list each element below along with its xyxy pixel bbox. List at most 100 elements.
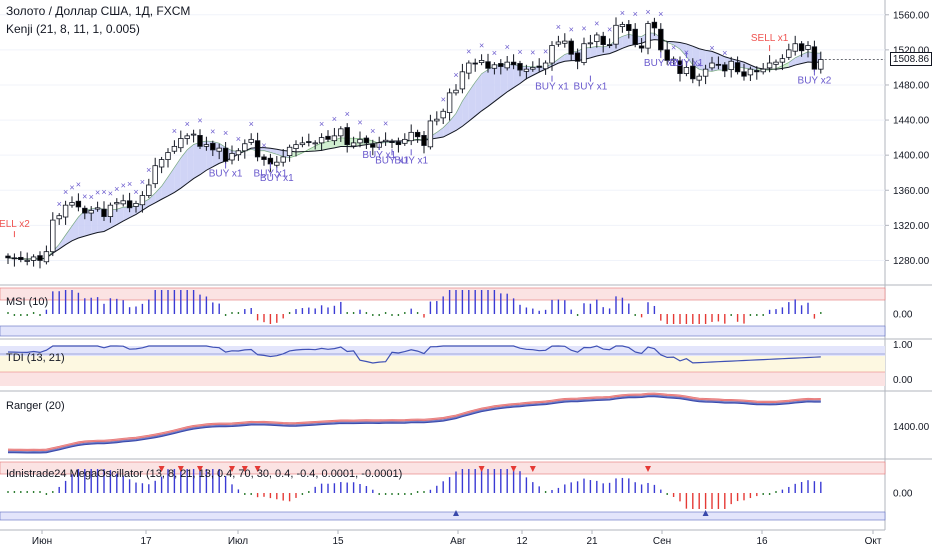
candle-body bbox=[139, 195, 146, 206]
mega-buy-triangle bbox=[453, 510, 459, 516]
candle-body bbox=[248, 138, 254, 143]
ranger-y-tick-label: 1400.00 bbox=[893, 422, 930, 433]
overbought-x-marker: × bbox=[479, 40, 484, 50]
candle-body bbox=[766, 62, 773, 69]
candle-body bbox=[235, 150, 242, 156]
candle-body bbox=[37, 255, 43, 261]
candle-body bbox=[152, 165, 158, 185]
tdi-upper-zone bbox=[0, 346, 885, 356]
band-segment bbox=[264, 147, 271, 153]
candle-body bbox=[69, 202, 75, 206]
overbought-x-marker: × bbox=[82, 192, 87, 202]
candle-body bbox=[82, 207, 88, 214]
candle-body bbox=[459, 71, 466, 90]
candle-body bbox=[427, 120, 434, 148]
candle-body bbox=[453, 89, 459, 94]
overbought-x-marker: × bbox=[492, 48, 497, 58]
x-tick-label: Июл bbox=[228, 536, 248, 547]
msi-lower-zone bbox=[0, 325, 886, 337]
band-segment bbox=[456, 101, 463, 131]
candle-body bbox=[50, 219, 56, 253]
tdi-y-tick-label: 0.00 bbox=[893, 375, 913, 386]
candle-body bbox=[216, 147, 222, 152]
overbought-x-marker: × bbox=[594, 18, 599, 28]
band-segment bbox=[328, 140, 335, 149]
band-segment bbox=[123, 206, 130, 222]
overbought-x-marker: × bbox=[543, 46, 548, 56]
candle-body bbox=[165, 152, 171, 160]
band-segment bbox=[449, 113, 456, 134]
overbought-x-marker: × bbox=[127, 179, 132, 189]
candle-body bbox=[94, 207, 101, 210]
tdi-line bbox=[7, 345, 821, 364]
band-segment bbox=[673, 41, 680, 50]
candle-body bbox=[158, 159, 165, 168]
mega-upper-zone bbox=[0, 461, 886, 475]
band-segment bbox=[174, 157, 181, 193]
ranger-pane-label: Ranger (20) bbox=[6, 400, 65, 412]
candle-body bbox=[581, 43, 587, 63]
band-segment bbox=[321, 141, 328, 151]
band-segment bbox=[65, 225, 72, 245]
band-segment bbox=[443, 121, 450, 138]
candle-body bbox=[402, 138, 408, 144]
candle-body bbox=[485, 61, 491, 69]
signal-label: BUY x1 bbox=[670, 58, 704, 69]
candle-body bbox=[606, 44, 613, 47]
candle-body bbox=[242, 143, 248, 152]
overbought-x-marker: × bbox=[530, 47, 535, 57]
overbought-x-marker: × bbox=[114, 184, 119, 194]
candle-body bbox=[594, 34, 600, 42]
overbought-x-marker: × bbox=[108, 189, 113, 199]
candle-body bbox=[715, 63, 722, 66]
band-segment bbox=[680, 42, 687, 57]
overbought-x-marker: × bbox=[185, 119, 190, 129]
candle-body bbox=[786, 49, 792, 58]
overbought-x-marker: × bbox=[76, 179, 81, 189]
band-segment bbox=[712, 51, 719, 72]
x-tick-label: Окт bbox=[865, 536, 882, 547]
overbought-x-marker: × bbox=[223, 128, 228, 138]
ranger-band-line bbox=[7, 394, 821, 453]
band-segment bbox=[436, 127, 444, 139]
band-segment bbox=[590, 46, 597, 58]
candle-body bbox=[389, 141, 395, 143]
candle-body bbox=[331, 135, 338, 142]
overbought-x-marker: × bbox=[63, 187, 68, 197]
x-tick-label: 16 bbox=[756, 536, 768, 547]
y-tick-label: 1480.00 bbox=[893, 80, 930, 91]
candle-body bbox=[357, 138, 363, 144]
msi-pane-label: MSI (10) bbox=[6, 296, 49, 308]
overbought-x-marker: × bbox=[466, 46, 471, 56]
band-segment bbox=[558, 54, 565, 64]
mega-sell-triangle bbox=[254, 466, 261, 472]
overbought-x-marker: × bbox=[236, 134, 241, 144]
mega-sell-triangle bbox=[229, 466, 235, 472]
ranger-band-line bbox=[7, 395, 821, 453]
candle-body bbox=[741, 71, 747, 77]
candle-body bbox=[510, 61, 517, 66]
overbought-x-marker: × bbox=[722, 48, 727, 58]
overbought-x-marker: × bbox=[146, 165, 151, 175]
mega-sell-triangle bbox=[197, 466, 203, 472]
candle-body bbox=[88, 210, 94, 214]
band-segment bbox=[84, 208, 92, 237]
candle-body bbox=[690, 65, 696, 80]
band-segment bbox=[475, 73, 482, 117]
overbought-x-marker: × bbox=[370, 126, 375, 136]
overbought-x-marker: × bbox=[645, 7, 650, 17]
candle-body bbox=[702, 68, 709, 77]
band-segment bbox=[788, 57, 796, 68]
mega-sell-triangle bbox=[478, 466, 485, 472]
candle-body bbox=[280, 156, 286, 163]
candle-body bbox=[472, 62, 478, 65]
candle-body bbox=[600, 35, 606, 46]
overbought-x-marker: × bbox=[332, 114, 337, 124]
overbought-x-marker: × bbox=[140, 177, 145, 187]
band-segment bbox=[481, 69, 488, 111]
mega-sell-triangle bbox=[645, 466, 651, 472]
candle-body bbox=[568, 40, 574, 55]
band-segment bbox=[692, 46, 700, 70]
x-tick-label: Июн bbox=[32, 536, 52, 547]
